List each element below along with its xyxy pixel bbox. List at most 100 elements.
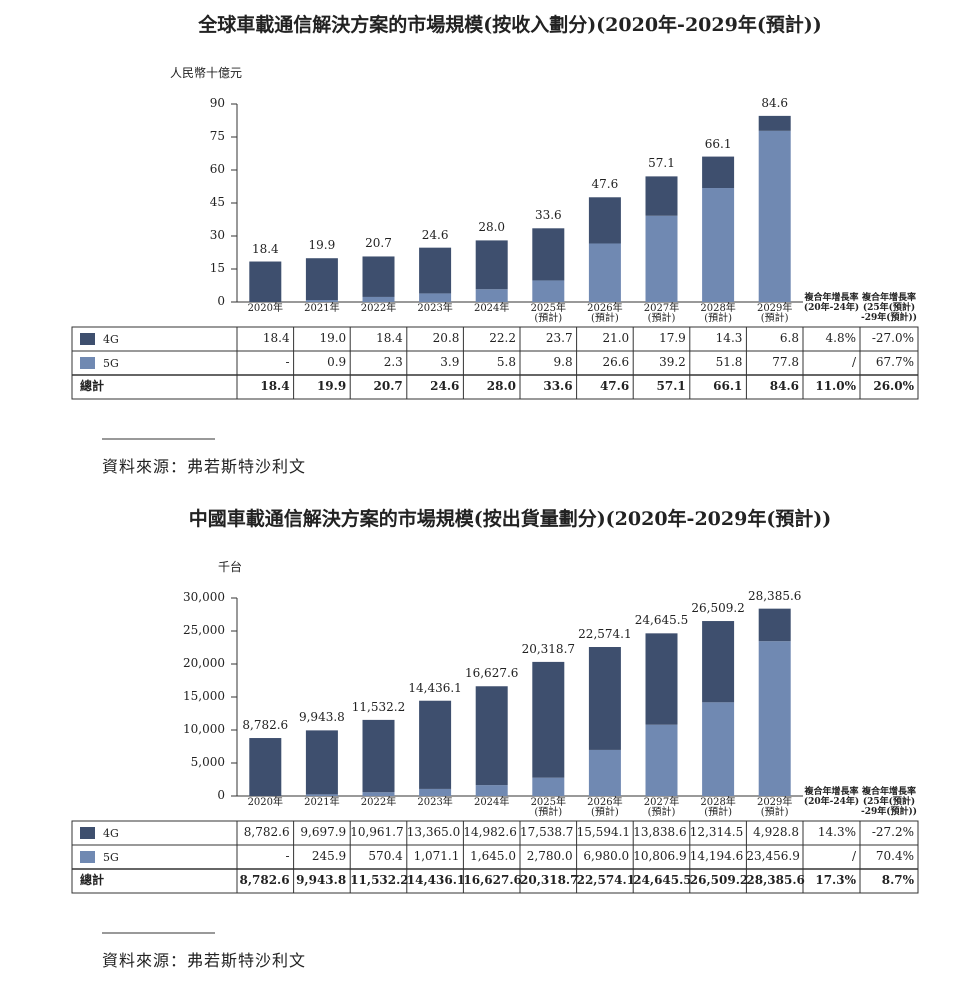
total-label: 20.7 xyxy=(365,236,392,251)
cagr-cell: 8.7% xyxy=(881,873,914,887)
bar-segment xyxy=(475,240,508,290)
y-tick-label: 20,000 xyxy=(183,656,225,670)
table-cell: 18.4 xyxy=(376,331,403,345)
table-cell: 3.9 xyxy=(440,355,460,369)
bar-segment xyxy=(758,130,791,302)
table-cell: 0.9 xyxy=(327,355,347,369)
y-tick-label: 30 xyxy=(209,228,225,242)
y-tick-label: 30,000 xyxy=(183,590,225,604)
legend-label: 5G xyxy=(103,851,119,864)
bar-segment xyxy=(588,243,621,302)
x-tick-label: 2022年 xyxy=(360,797,397,808)
table-cell: 1,071.1 xyxy=(413,849,460,863)
table-cell: 570.4 xyxy=(368,849,403,863)
x-tick-label: 2029年 (預計) xyxy=(756,303,793,324)
total-label: 57.1 xyxy=(648,156,675,171)
table-cell: 51.8 xyxy=(715,355,743,369)
bar-segment xyxy=(588,197,621,244)
bar-segment xyxy=(305,258,338,301)
table-cell: - xyxy=(285,849,290,863)
total-label: 28,385.6 xyxy=(747,588,802,603)
table-cell: 8,782.6 xyxy=(243,825,290,839)
bar-segment xyxy=(758,641,791,796)
table-cell: 245.9 xyxy=(311,849,347,863)
table-cell: 19.9 xyxy=(316,379,347,393)
x-tick-label: 2022年 xyxy=(360,303,397,314)
table-cell: 9,943.8 xyxy=(296,873,347,887)
total-label: 22,574.1 xyxy=(578,627,632,641)
y-tick-label: 75 xyxy=(209,129,225,143)
bar-segment xyxy=(475,785,508,796)
table-cell: 33.6 xyxy=(543,379,573,393)
chart-graphics xyxy=(71,103,919,440)
table-cell: 24.6 xyxy=(430,379,460,393)
y-tick-label: 45 xyxy=(209,195,225,209)
cagr-cell: -27.0% xyxy=(871,331,914,345)
table-cell: 23.7 xyxy=(545,331,573,345)
table-cell: - xyxy=(285,355,290,369)
x-tick-label: 2026年 (預計) xyxy=(587,797,623,818)
y-tick-label: 25,000 xyxy=(183,623,225,637)
bar-segment xyxy=(419,788,452,796)
table-cell: 17,538.7 xyxy=(520,825,574,839)
bar-segment xyxy=(475,686,508,786)
x-tick-label: 2020年 xyxy=(247,303,284,314)
table-cell: 21.0 xyxy=(602,331,630,345)
total-label: 11,532.2 xyxy=(351,699,406,714)
source-note: 資料來源：弗若斯特沙利文 xyxy=(102,951,307,970)
bar-segment xyxy=(702,156,735,189)
table-border xyxy=(71,326,919,400)
y-tick-label: 0 xyxy=(217,294,225,308)
source-note: 資料來源：弗若斯特沙利文 xyxy=(102,457,307,476)
row-label: 總計 xyxy=(80,379,105,393)
bar-segment xyxy=(305,300,338,302)
table-cell: 84.6 xyxy=(769,379,799,393)
legend-label: 5G xyxy=(103,357,119,370)
cagr-cell: 14.3% xyxy=(817,825,856,839)
x-tick-label: 2025年 (預計) xyxy=(530,797,567,818)
x-tick-label: 2025年 (預計) xyxy=(530,303,567,324)
bar-segment xyxy=(362,296,395,302)
table-cell: 9.8 xyxy=(553,355,573,369)
bar-segment xyxy=(532,661,565,778)
total-label: 14,436.1 xyxy=(408,680,462,695)
bar-segment xyxy=(362,719,395,793)
cagr-cell: 11.0% xyxy=(815,379,856,393)
y-tick-label: 60 xyxy=(209,162,225,176)
y-tick-label: 10,000 xyxy=(183,722,225,736)
bar-segment xyxy=(362,256,395,297)
table-cell: 4,928.8 xyxy=(753,825,799,839)
y-tick-label: 90 xyxy=(209,96,225,110)
chart: 中國車載通信解決方案的市場規模(按出貨量劃分)(2020年-2029年(預計))… xyxy=(0,494,960,986)
legend-swatch xyxy=(80,357,95,369)
total-label: 47.6 xyxy=(591,177,619,192)
bar-segment xyxy=(645,633,678,725)
bar-segment xyxy=(362,792,395,796)
table-cell: 18.4 xyxy=(260,379,290,393)
bar-segment xyxy=(588,749,621,796)
cagr-cell: 70.4% xyxy=(875,849,914,863)
bar-segment xyxy=(419,293,452,302)
bar-segment xyxy=(249,261,282,302)
table-cell: 8,782.6 xyxy=(239,873,290,887)
bar-segment xyxy=(249,738,282,796)
cagr-cell: -27.2% xyxy=(871,825,914,839)
table-cell: 77.8 xyxy=(772,355,799,369)
y-tick-label: 0 xyxy=(217,788,225,802)
total-label: 26,509.2 xyxy=(691,601,745,616)
bar-segment xyxy=(305,730,338,795)
total-label: 8,782.6 xyxy=(242,718,289,733)
bar-segment xyxy=(758,115,791,131)
table-cell: 20,318.7 xyxy=(520,873,579,887)
cagr-cell: 4.8% xyxy=(825,331,857,345)
table-cell: 17.9 xyxy=(659,331,686,345)
table-cell: 22.2 xyxy=(489,331,516,345)
chart: 全球車載通信解決方案的市場規模(按收入劃分)(2020年-2029年(預計)) 人… xyxy=(71,14,919,476)
table-cell: 2,780.0 xyxy=(526,849,573,863)
table-cell: 14,982.6 xyxy=(463,825,517,839)
bar-segment xyxy=(702,621,735,703)
total-label: 84.6 xyxy=(761,95,789,110)
cagr-cell: / xyxy=(851,849,856,863)
cagr-header: 複合年增長率 (20年-24年) xyxy=(803,787,860,807)
